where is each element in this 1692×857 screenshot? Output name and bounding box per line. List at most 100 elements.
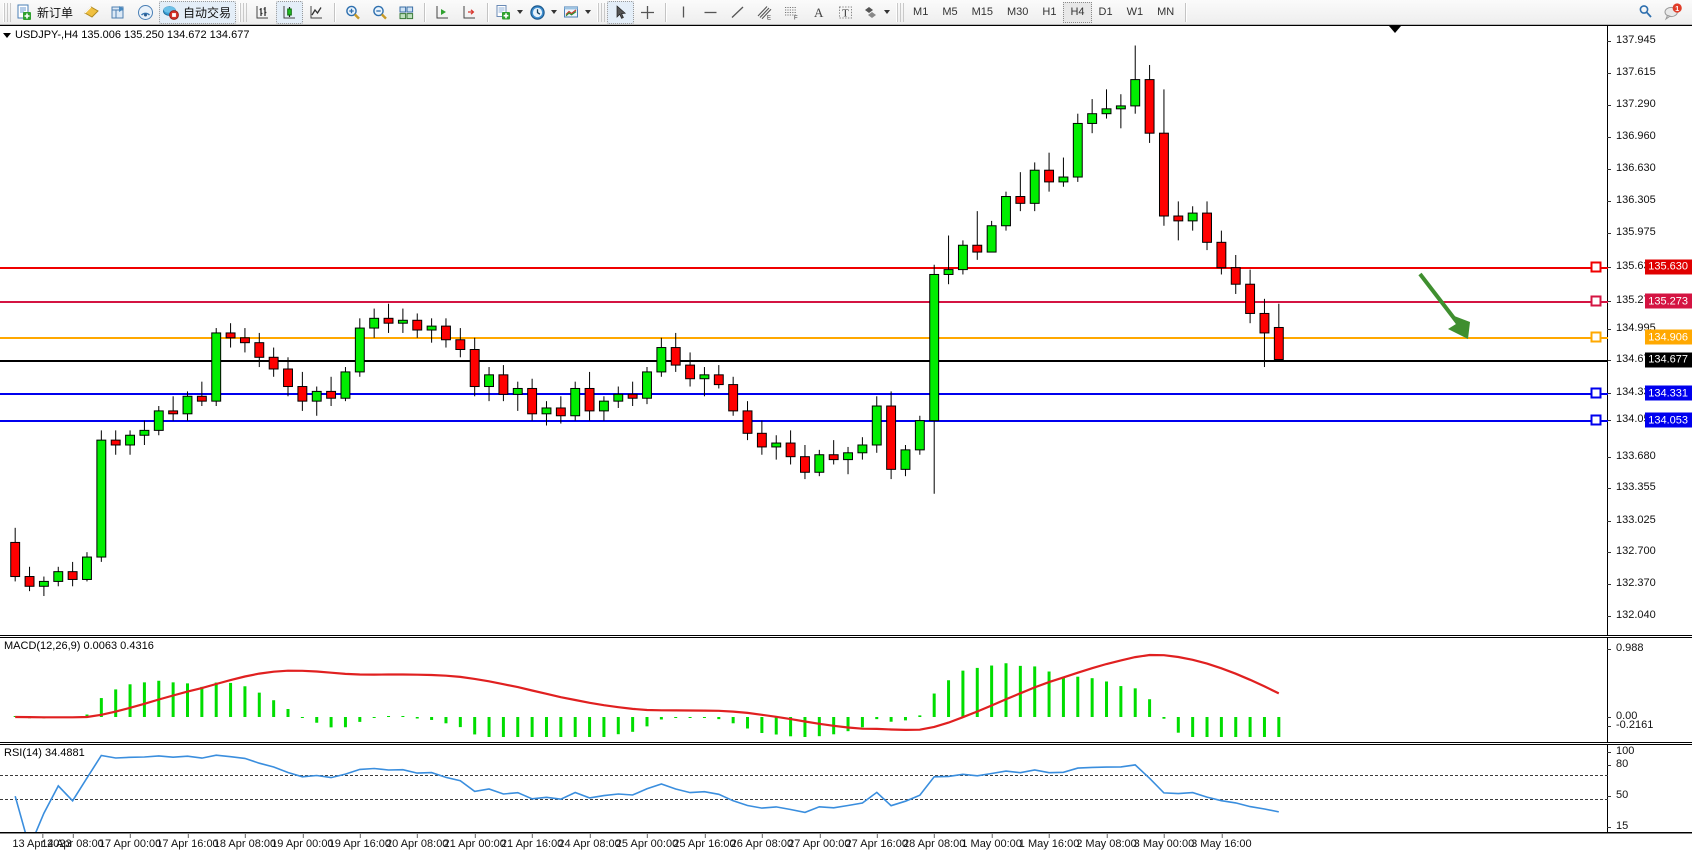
toolbar-grip-3[interactable] — [597, 2, 606, 22]
autotrading-button[interactable]: 自动交易 — [159, 0, 237, 24]
timeframe-m5[interactable]: M5 — [942, 6, 958, 18]
new-order-button[interactable]: 新订单 — [13, 1, 78, 24]
toolbar-grip-2[interactable] — [239, 2, 248, 22]
rsi-header: RSI(14) 34.4881 — [4, 747, 85, 759]
magnifier-icon[interactable] — [1632, 1, 1659, 24]
time-axis[interactable]: 13 Apr 2023 14 Apr 08:00 17 Apr 00:00 17 Ap… — [0, 833, 1692, 857]
bar-chart-icon[interactable] — [249, 1, 276, 24]
text-label-icon[interactable]: A — [805, 1, 832, 24]
macd-tick-label: 0.00 — [1616, 710, 1638, 722]
level-line-support-1[interactable] — [0, 393, 1608, 396]
rsi-plot-area[interactable]: RSI(14) 34.4881 — [0, 745, 1692, 832]
rsi-tick: 50 — [1606, 789, 1629, 802]
level-handle-resistance-2[interactable] — [1590, 295, 1602, 307]
time-tick: 14 Apr 08:00 — [41, 834, 104, 850]
level-handle-resistance-1[interactable] — [1590, 261, 1602, 273]
price-tick: 132.370 — [1607, 577, 1656, 589]
timeframe-m1[interactable]: M1 — [913, 6, 929, 18]
chevron-down-icon-4[interactable] — [884, 10, 891, 14]
time-tick: 19 Apr 00:00 — [271, 834, 334, 850]
symbol-header-text: USDJPY-,H4 135.006 135.250 134.672 134.6… — [15, 29, 250, 41]
new-indicator-button[interactable] — [492, 1, 526, 24]
trendline-icon[interactable] — [724, 1, 751, 24]
signal-icon[interactable] — [132, 1, 159, 24]
price-tick: 135.975 — [1607, 226, 1656, 238]
price-tick-label: 133.355 — [1616, 481, 1656, 494]
vline-icon[interactable] — [670, 1, 697, 24]
zoom-out-icon[interactable] — [366, 1, 393, 24]
expert-advisor-button[interactable] — [78, 1, 105, 24]
level-line-pending-order[interactable] — [0, 337, 1608, 340]
crosshair-icon[interactable] — [634, 1, 661, 24]
level-handle-support-2[interactable] — [1590, 414, 1602, 426]
timeframe-m30[interactable]: M30 — [1007, 6, 1029, 18]
level-label-support-1[interactable]: 134.331 — [1645, 385, 1692, 401]
equidistant-channel-icon[interactable]: E — [751, 1, 778, 24]
tile-windows-icon[interactable] — [393, 1, 420, 24]
text-icon[interactable]: T — [832, 1, 859, 24]
timeframe-m15[interactable]: M15 — [971, 6, 993, 18]
level-line-support-2[interactable] — [0, 420, 1608, 423]
rsi-series — [14, 754, 1279, 832]
level-label-resistance-1[interactable]: 135.630 — [1645, 259, 1692, 275]
timeframe-d1[interactable]: D1 — [1098, 6, 1113, 18]
cursor-icon[interactable] — [607, 0, 635, 24]
price-pane[interactable]: USDJPY-,H4 135.006 135.250 134.672 134.6… — [0, 25, 1692, 636]
alert-badge[interactable]: 1 — [1659, 1, 1686, 24]
chart-top-marker — [1389, 26, 1401, 33]
toolbar-grip-4[interactable] — [896, 2, 905, 22]
level-line-current-price[interactable] — [0, 359, 1608, 362]
candlestick-icon[interactable] — [276, 0, 304, 24]
new-order-label: 新订单 — [37, 5, 74, 20]
level-line-resistance-1[interactable] — [0, 266, 1608, 269]
shapes-button[interactable] — [859, 1, 893, 24]
line-chart-icon[interactable] — [303, 1, 330, 24]
price-tick-label: 133.680 — [1616, 449, 1656, 462]
price-plot-area[interactable]: USDJPY-,H4 135.006 135.250 134.672 134.6… — [0, 26, 1692, 635]
time-tick: 19 Apr 16:00 — [328, 834, 391, 850]
macd-axis: 0.988 0.00 -0.2161 — [1606, 638, 1692, 742]
toolbar-divider-1 — [334, 2, 336, 22]
macd-tick: 0.988 — [1607, 642, 1644, 654]
fibonacci-icon[interactable]: F — [778, 1, 805, 24]
level-handle-support-1[interactable] — [1590, 387, 1602, 399]
timeframe-mn[interactable]: MN — [1157, 6, 1175, 18]
time-tick: 2 May 08:00 — [1076, 834, 1137, 850]
chart-container[interactable]: USDJPY-,H4 135.006 135.250 134.672 134.6… — [0, 25, 1692, 857]
collapse-triangle-icon[interactable] — [3, 32, 11, 38]
chevron-down-icon[interactable] — [517, 10, 524, 14]
price-tick: 133.025 — [1607, 514, 1656, 526]
level-label-pending-order[interactable]: 134.906 — [1645, 329, 1692, 345]
zoom-in-icon[interactable] — [339, 1, 366, 24]
hline-icon[interactable] — [697, 1, 724, 24]
timeframe-w1[interactable]: W1 — [1126, 6, 1144, 18]
macd-tick: -0.2161 — [1606, 719, 1653, 731]
macd-plot-area[interactable]: MACD(12,26,9) 0.0063 0.4316 — [0, 638, 1692, 742]
level-label-current-price[interactable]: 134.677 — [1645, 352, 1692, 368]
rsi-tick-label: 50 — [1616, 789, 1629, 802]
period-clock-button[interactable] — [526, 1, 560, 24]
level-line-resistance-2[interactable] — [0, 301, 1608, 304]
timeframe-h1[interactable]: H1 — [1042, 6, 1057, 18]
level-label-support-2[interactable]: 134.053 — [1645, 412, 1692, 428]
down-arrow-annotation[interactable] — [0, 26, 1608, 635]
rsi-pane[interactable]: RSI(14) 34.4881 100 80 50 15 — [0, 744, 1692, 833]
chevron-down-icon-2[interactable] — [551, 10, 558, 14]
level-label-resistance-2[interactable]: 135.273 — [1645, 293, 1692, 309]
svg-text:F: F — [794, 15, 798, 21]
time-tick: 1 May 00:00 — [961, 834, 1022, 850]
macd-pane[interactable]: MACD(12,26,9) 0.0063 0.4316 0.988 0.00 -0.… — [0, 637, 1692, 743]
level-handle-pending-order[interactable] — [1590, 331, 1602, 343]
price-tick-label: 137.945 — [1616, 34, 1656, 47]
auto-scroll-icon[interactable] — [456, 1, 483, 24]
chart-shift-icon[interactable] — [429, 1, 456, 24]
timeframe-h4[interactable]: H4 — [1063, 1, 1092, 23]
chevron-down-icon-3[interactable] — [585, 10, 592, 14]
rsi-level-50 — [0, 799, 1608, 800]
candlestick-series — [10, 45, 1284, 597]
price-tick-label: 137.290 — [1616, 97, 1656, 110]
toolbar-grip[interactable] — [3, 2, 11, 22]
price-tick: 136.305 — [1607, 194, 1656, 206]
data-window-button[interactable] — [105, 1, 132, 24]
templates-button[interactable] — [560, 1, 594, 24]
